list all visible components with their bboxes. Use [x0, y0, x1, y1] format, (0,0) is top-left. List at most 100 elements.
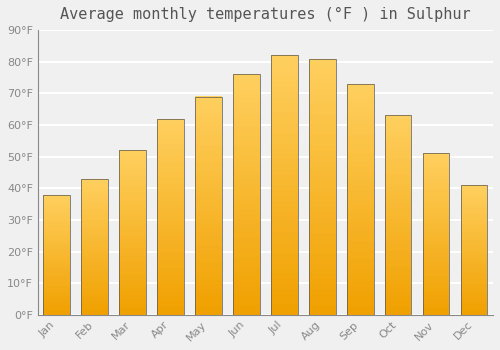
Bar	[385, 159, 411, 163]
Bar	[309, 161, 336, 166]
Bar	[423, 189, 450, 192]
Bar	[385, 187, 411, 191]
Bar	[423, 312, 450, 315]
Bar	[309, 310, 336, 315]
Bar	[233, 300, 260, 305]
Bar	[195, 118, 222, 123]
Bar	[309, 120, 336, 125]
Bar	[44, 288, 70, 291]
Bar	[309, 182, 336, 187]
Bar	[423, 157, 450, 160]
Bar	[233, 132, 260, 137]
Bar	[44, 247, 70, 250]
Bar	[233, 214, 260, 219]
Bar	[233, 238, 260, 243]
Bar	[158, 229, 184, 232]
Bar	[309, 207, 336, 212]
Bar	[82, 179, 108, 181]
Bar	[385, 119, 411, 124]
Bar	[233, 272, 260, 276]
Bar	[158, 193, 184, 197]
Bar	[271, 175, 297, 180]
Bar	[423, 308, 450, 312]
Bar	[82, 206, 108, 209]
Bar	[195, 205, 222, 210]
Bar	[461, 255, 487, 258]
Bar	[120, 199, 146, 203]
Bar	[347, 209, 374, 213]
Bar	[347, 107, 374, 112]
Bar	[195, 188, 222, 193]
Bar	[309, 202, 336, 207]
Bar	[385, 147, 411, 151]
Bar	[309, 253, 336, 258]
Bar	[120, 163, 146, 167]
Bar	[423, 205, 450, 208]
Bar	[461, 260, 487, 263]
Bar	[309, 187, 336, 192]
Bar	[385, 267, 411, 271]
Bar	[461, 278, 487, 281]
Bar	[423, 286, 450, 289]
Bar	[158, 268, 184, 272]
Bar	[385, 131, 411, 135]
Bar	[385, 135, 411, 139]
Bar	[271, 154, 297, 159]
Bar	[82, 211, 108, 214]
Bar	[385, 311, 411, 315]
Bar	[195, 306, 222, 310]
Bar	[271, 263, 297, 268]
Bar	[423, 253, 450, 257]
Bar	[44, 267, 70, 269]
Bar	[44, 255, 70, 257]
Bar	[233, 142, 260, 147]
Bar	[347, 310, 374, 315]
Bar	[271, 76, 297, 81]
Bar	[347, 162, 374, 167]
Bar	[461, 284, 487, 286]
Bar	[423, 173, 450, 176]
Bar	[271, 185, 297, 190]
Bar	[44, 252, 70, 255]
Bar	[347, 227, 374, 232]
Bar	[423, 169, 450, 173]
Bar	[44, 209, 70, 211]
Bar	[44, 240, 70, 243]
Bar	[309, 94, 336, 99]
Bar	[461, 271, 487, 273]
Bar	[82, 192, 108, 195]
Bar	[461, 190, 487, 193]
Bar	[385, 127, 411, 131]
Bar	[120, 239, 146, 243]
Bar	[423, 292, 450, 295]
Bar	[195, 210, 222, 214]
Bar	[461, 185, 487, 315]
Bar	[120, 157, 146, 160]
Bar	[347, 158, 374, 162]
Bar	[423, 153, 450, 315]
Bar	[44, 233, 70, 236]
Bar	[309, 69, 336, 74]
Bar	[233, 74, 260, 79]
Bar	[309, 228, 336, 233]
Bar	[158, 174, 184, 177]
Bar	[385, 295, 411, 299]
Bar	[44, 279, 70, 281]
Bar	[385, 247, 411, 251]
Bar	[461, 286, 487, 289]
Bar	[385, 139, 411, 144]
Bar	[271, 216, 297, 222]
Bar	[158, 181, 184, 186]
Bar	[461, 289, 487, 292]
Bar	[120, 150, 146, 315]
Bar	[158, 213, 184, 217]
Bar	[347, 125, 374, 130]
Bar	[271, 304, 297, 310]
Bar	[271, 97, 297, 102]
Bar	[347, 282, 374, 287]
Bar	[423, 202, 450, 205]
Bar	[423, 163, 450, 166]
Bar	[82, 274, 108, 277]
Bar	[385, 219, 411, 223]
Bar	[347, 199, 374, 204]
